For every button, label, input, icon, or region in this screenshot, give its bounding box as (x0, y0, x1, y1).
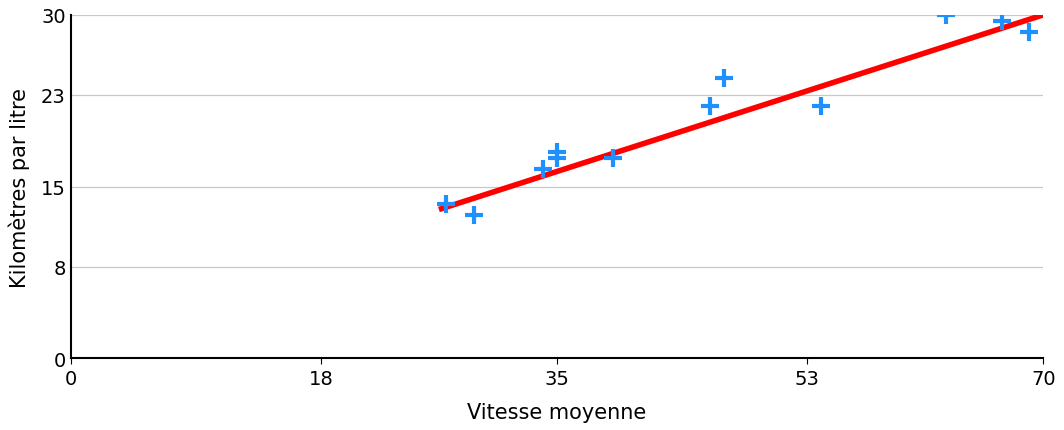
X-axis label: Vitesse moyenne: Vitesse moyenne (467, 402, 647, 422)
Point (813, 104, 830, 111)
Point (549, 150, 566, 157)
Point (604, 155, 621, 162)
Y-axis label: Kilomètres par litre: Kilomètres par litre (9, 87, 30, 287)
Point (937, 12, 954, 19)
Point (465, 212, 482, 219)
Point (993, 18, 1010, 25)
Point (1021, 30, 1038, 37)
Point (715, 75, 732, 82)
Point (437, 201, 454, 208)
Point (534, 166, 551, 173)
Point (549, 155, 566, 162)
Point (701, 104, 718, 111)
